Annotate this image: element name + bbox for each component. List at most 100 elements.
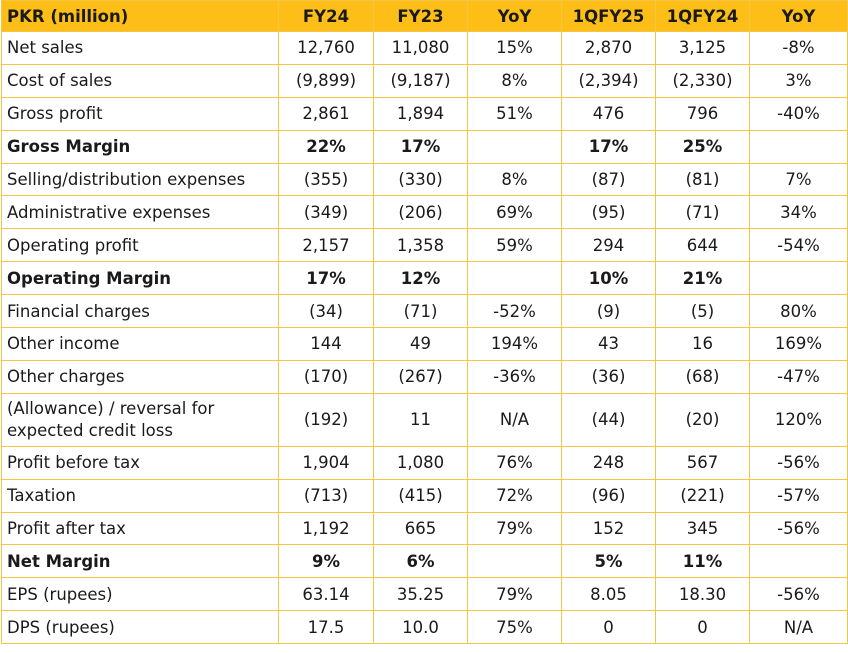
row-label: Profit after tax (1, 511, 279, 546)
table-cell: 1,080 (373, 445, 468, 480)
table-cell: 10% (561, 261, 656, 296)
table-cell: -57% (749, 478, 848, 513)
header-1qfy24: 1QFY24 (655, 0, 750, 32)
table-cell: 294 (561, 228, 656, 263)
table-cell: -56% (749, 445, 848, 480)
table-cell: 3,125 (655, 31, 750, 65)
table-cell: (20) (655, 392, 750, 447)
table-cell: (5) (655, 294, 750, 329)
table-cell: 17% (278, 261, 374, 296)
table-cell: (9,899) (278, 63, 374, 98)
table-cell: (9) (561, 294, 656, 329)
table-cell: 152 (561, 511, 656, 546)
table-cell: 12,760 (278, 31, 374, 65)
table-cell: (221) (655, 478, 750, 513)
table-cell: -56% (749, 577, 848, 612)
table-cell: 3% (749, 63, 848, 98)
table-cell: 51% (467, 96, 562, 131)
table-cell: 34% (749, 195, 848, 230)
table-row: Gross Margin 22% 17% 17% 25% (1, 129, 848, 164)
table-cell: -52% (467, 294, 562, 329)
table-cell: 79% (467, 511, 562, 546)
table-cell: 1,894 (373, 96, 468, 131)
row-label: Other charges (1, 359, 279, 394)
table-cell (749, 129, 848, 164)
table-cell: (349) (278, 195, 374, 230)
table-row: Operating profit 2,157 1,358 59% 294 644 -54% (1, 228, 848, 263)
table-cell: (206) (373, 195, 468, 230)
table-cell: (9,187) (373, 63, 468, 98)
row-label: Net Margin (1, 544, 279, 579)
table-row: Gross profit 2,861 1,894 51% 476 796 -40% (1, 96, 848, 131)
row-label: Net sales (1, 31, 279, 65)
table-cell: (71) (373, 294, 468, 329)
table-cell: (87) (561, 162, 656, 197)
header-row: PKR (million) FY24 FY23 YoY 1QFY25 1QFY2… (1, 0, 848, 32)
table-cell: 9% (278, 544, 374, 579)
table-cell (467, 129, 562, 164)
table-cell: (34) (278, 294, 374, 329)
table-cell: (81) (655, 162, 750, 197)
table-cell: 120% (749, 392, 848, 447)
table-cell: 665 (373, 511, 468, 546)
table-cell: (71) (655, 195, 750, 230)
table-cell: 144 (278, 327, 374, 361)
table-cell: 8% (467, 63, 562, 98)
table-cell: 75% (467, 610, 562, 645)
header-fy24: FY24 (278, 0, 374, 32)
row-label: EPS (rupees) (1, 577, 279, 612)
table-row: Operating Margin 17% 12% 10% 21% (1, 261, 848, 296)
table-cell: 0 (655, 610, 750, 645)
table-row: DPS (rupees) 17.5 10.0 75% 0 0 N/A (1, 610, 848, 645)
table-cell: 76% (467, 445, 562, 480)
table-row: Profit before tax 1,904 1,080 76% 248 567 -56% (1, 445, 848, 480)
table-cell: 11,080 (373, 31, 468, 65)
table-row: Profit after tax 1,192 665 79% 152 345 -56% (1, 511, 848, 546)
table-cell: 63.14 (278, 577, 374, 612)
table-cell: 15% (467, 31, 562, 65)
table-row: Financial charges (34) (71) -52% (9) (5) 80% (1, 294, 848, 329)
table-cell: 72% (467, 478, 562, 513)
table-row: Selling/distribution expenses (355) (330) 8… (1, 162, 848, 197)
table-cell: 16 (655, 327, 750, 361)
table-row: (Allowance) / reversal for expected cred… (1, 392, 848, 447)
table-cell: 12% (373, 261, 468, 296)
table-row: Other income 144 49 194% 43 16 169% (1, 327, 848, 361)
table-cell: 6% (373, 544, 468, 579)
table-cell: 644 (655, 228, 750, 263)
table-cell (467, 261, 562, 296)
table-cell: N/A (749, 610, 848, 645)
table-cell: (2,330) (655, 63, 750, 98)
table-cell: (96) (561, 478, 656, 513)
row-label: Administrative expenses (1, 195, 279, 230)
table-cell: 1,904 (278, 445, 374, 480)
table-cell: 248 (561, 445, 656, 480)
table-cell: 476 (561, 96, 656, 131)
table-cell: 69% (467, 195, 562, 230)
table-cell: (68) (655, 359, 750, 394)
table-cell: (2,394) (561, 63, 656, 98)
table-cell: (415) (373, 478, 468, 513)
table-cell: 49 (373, 327, 468, 361)
table-cell: 345 (655, 511, 750, 546)
table-cell: (36) (561, 359, 656, 394)
table-cell: (713) (278, 478, 374, 513)
row-label: Financial charges (1, 294, 279, 329)
table-cell: 25% (655, 129, 750, 164)
table-cell (749, 261, 848, 296)
row-label: Gross profit (1, 96, 279, 131)
table-cell: 1,192 (278, 511, 374, 546)
table-cell: N/A (467, 392, 562, 447)
table-cell: 17% (561, 129, 656, 164)
table-cell: 17% (373, 129, 468, 164)
table-cell: 1,358 (373, 228, 468, 263)
table-cell: -56% (749, 511, 848, 546)
table-cell: (95) (561, 195, 656, 230)
row-label: Other income (1, 327, 279, 361)
table-cell: 10.0 (373, 610, 468, 645)
table-cell: 194% (467, 327, 562, 361)
table-cell: 11 (373, 392, 468, 447)
table-cell: (355) (278, 162, 374, 197)
table-cell: 5% (561, 544, 656, 579)
header-yoy-quarter: YoY (749, 0, 848, 32)
